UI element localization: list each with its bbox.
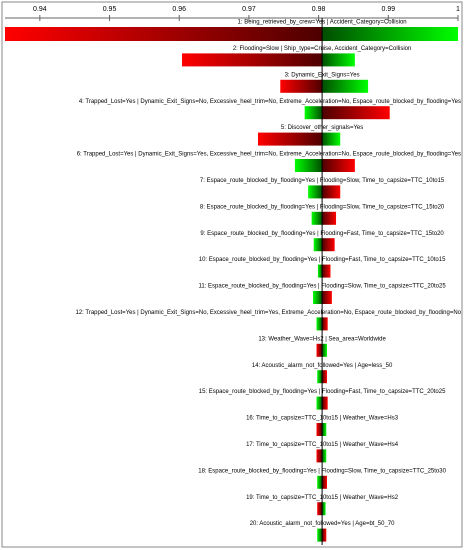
bar (304, 106, 323, 120)
bar (317, 475, 323, 489)
x-tick-label: 1 (456, 6, 460, 13)
x-tick-label: 0.96 (172, 6, 186, 13)
bar (322, 238, 335, 252)
bar (316, 449, 323, 463)
x-tick-label: 0.99 (381, 6, 395, 13)
bar (5, 27, 323, 41)
bar (322, 528, 327, 542)
x-tick-label: 0.94 (33, 6, 47, 13)
bar (317, 264, 323, 278)
bar (182, 53, 323, 67)
bar (316, 317, 323, 331)
bar (322, 449, 327, 463)
x-tick-label: 0.97 (242, 6, 256, 13)
x-tick-label: 0.98 (312, 6, 326, 13)
bar (294, 159, 323, 172)
bar (322, 159, 355, 172)
bar (257, 132, 323, 146)
bar (322, 423, 327, 436)
bar (316, 423, 323, 436)
bar (311, 211, 323, 225)
bar (322, 317, 328, 331)
category-label: 4: Trapped_Lost=Yes | Dynamic_Exit_Signs… (79, 99, 461, 105)
bar (322, 132, 341, 146)
bar (316, 396, 323, 410)
category-label: 12: Trapped_Lost=Yes | Dynamic_Exit_Sign… (75, 310, 461, 316)
x-tick-label: 0.95 (103, 6, 117, 13)
bar (317, 370, 323, 384)
bar (313, 291, 323, 304)
bar (316, 343, 323, 357)
bar (322, 106, 390, 120)
bar (280, 79, 323, 93)
bar (322, 53, 355, 67)
bar (322, 27, 458, 41)
bar (322, 370, 327, 384)
bar (322, 291, 332, 304)
bar (322, 264, 331, 278)
bar (313, 238, 323, 252)
bar (322, 396, 328, 410)
category-label: 6: Trapped_Lost=Yes | Dynamic_Exit_Signs… (77, 152, 461, 158)
bar (317, 502, 323, 516)
bar (308, 185, 323, 199)
bar (322, 185, 341, 199)
bar (322, 211, 337, 225)
bar (322, 343, 327, 357)
bar (322, 502, 326, 516)
bar (317, 528, 323, 542)
bar (322, 475, 327, 489)
bar (322, 79, 369, 93)
